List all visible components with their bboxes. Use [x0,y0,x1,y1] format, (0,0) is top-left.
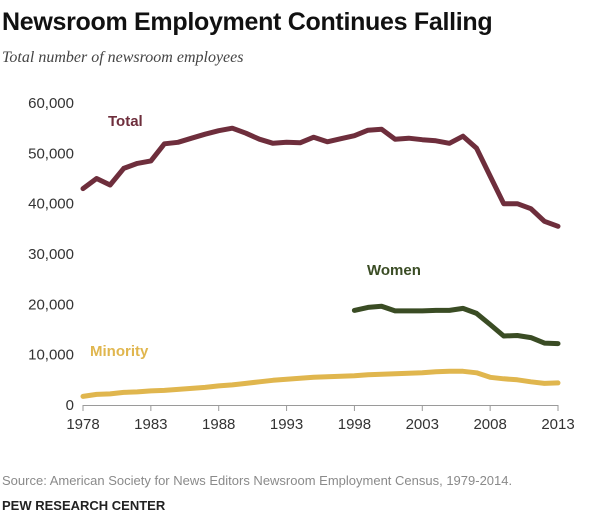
series-label-women: Women [367,262,421,279]
series-label-minority: Minority [90,343,149,360]
y-tick-label: 30,000 [28,246,74,263]
axis-layer: 0 10,000 20,000 30,000 40,000 50,000 60,000 197… [28,95,575,433]
x-tick-label: 1993 [270,416,303,433]
chart-title: Newsroom Employment Continues Falling [2,8,493,36]
x-tick-label: 2013 [541,416,574,433]
x-tick-label: 1983 [134,416,167,433]
series-label-layer: Total Women Minority [90,113,421,360]
y-tick-label: 20,000 [28,296,74,313]
x-tick-label: 2008 [473,416,506,433]
y-tick-label: 50,000 [28,145,74,162]
source-note: Source: American Society for News Editor… [2,473,513,488]
x-tick-label: 1998 [338,416,371,433]
x-tick-label: 2003 [406,416,439,433]
y-tick-label: 60,000 [28,95,74,112]
y-tick-label: 40,000 [28,196,74,213]
series-layer [80,125,561,399]
series-line-total [80,125,561,229]
series-line-minority [80,368,561,399]
x-tick-label: 1988 [202,416,235,433]
x-tick-label: 1978 [66,416,99,433]
series-label-total: Total [108,113,143,130]
organization-name: PEW RESEARCH CENTER [2,498,166,513]
y-tick-label: 0 [66,397,74,414]
chart-subtitle: Total number of newsroom employees [2,49,244,66]
series-line-women [351,303,561,347]
y-tick-label: 10,000 [28,347,74,364]
